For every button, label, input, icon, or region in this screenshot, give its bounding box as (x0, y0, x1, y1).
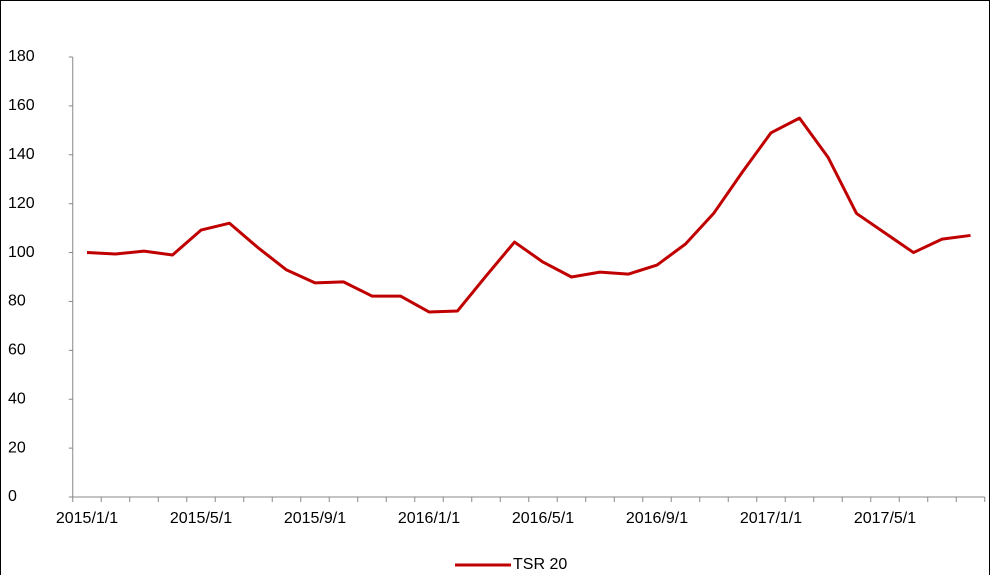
y-tick-label: 60 (8, 342, 26, 359)
x-tick-label: 2016/5/1 (512, 510, 574, 527)
y-tick-label: 160 (8, 97, 35, 114)
x-tick-label: 2016/1/1 (398, 510, 460, 527)
x-tick-label: 2015/1/1 (56, 510, 118, 527)
x-tick-label: 2015/9/1 (284, 510, 346, 527)
y-tick-label: 80 (8, 293, 26, 310)
y-tick-label: 0 (8, 488, 17, 505)
y-tick-label: 140 (8, 146, 35, 163)
y-tick-label: 180 (8, 48, 35, 65)
y-tick-label: 40 (8, 390, 26, 407)
x-tick-label: 2015/5/1 (170, 510, 232, 527)
y-tick-label: 120 (8, 195, 35, 212)
x-tick-label: 2017/5/1 (854, 510, 916, 527)
legend-label: TSR 20 (513, 556, 567, 573)
line (86, 116, 971, 314)
x-tick-label: 2017/1/1 (740, 510, 802, 527)
y-tick-label: 20 (8, 439, 26, 456)
x-tick-label: 2016/9/1 (626, 510, 688, 527)
y-tick-label: 100 (8, 244, 35, 261)
